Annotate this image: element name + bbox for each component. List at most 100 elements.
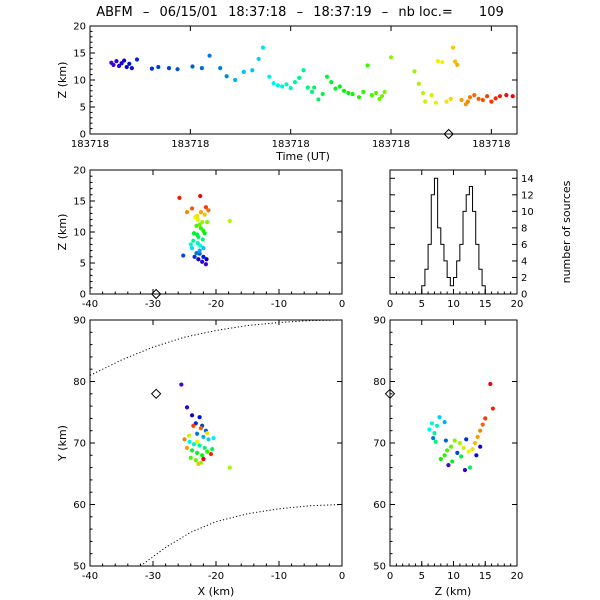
time-height-source-point: [297, 75, 302, 80]
time-height-source-point: [292, 80, 298, 85]
x-y-source-point: [188, 455, 193, 460]
x-z-source-point: [198, 193, 203, 199]
time-height-source-point: [467, 95, 473, 100]
z-y-source-point: [462, 467, 468, 473]
time-height-source-point: [388, 55, 394, 60]
time-height-source-point: [337, 84, 342, 89]
time-height-source-point: [444, 99, 449, 104]
x-y-source-point: [227, 465, 232, 470]
x-z-source-point: [177, 195, 182, 200]
x-y-source-point: [197, 415, 202, 420]
x-y-y-label: Y (km): [56, 425, 69, 462]
time-height-source-point: [497, 94, 503, 99]
x-z-y-tick-label: 20: [73, 166, 86, 177]
time-height-source-point: [346, 90, 351, 96]
x-y-source-point: [186, 433, 192, 438]
x-y-x-tick-label: -30: [145, 571, 161, 582]
x-y-source-point: [195, 450, 200, 455]
x-y-source-point: [202, 445, 207, 451]
x-z-source-point: [200, 219, 205, 225]
z-y-source-point: [470, 447, 475, 452]
time-height-y-tick-label: 15: [73, 49, 86, 60]
time-height-source-point: [423, 99, 428, 104]
z-y-x-tick-label: 0: [387, 571, 393, 582]
x-z-source-point: [192, 254, 197, 259]
x-y-source-point: [195, 439, 200, 444]
x-z-source-point: [203, 262, 209, 267]
x-z-source-point: [181, 253, 186, 258]
time-height-y-tick-label: 0: [80, 130, 86, 141]
x-z-source-point: [198, 210, 203, 215]
z-y-source-point: [437, 415, 442, 420]
time-height-source-point: [288, 86, 293, 91]
time-height-source-point: [480, 97, 485, 103]
x-y-source-point: [191, 442, 197, 447]
time-height-source-point: [241, 69, 246, 74]
time-height-source-point: [267, 74, 272, 79]
z-y-source-point: [478, 428, 483, 433]
x-y-x-tick-label: -20: [208, 571, 224, 582]
time-height-source-point: [175, 67, 180, 72]
x-y-source-point: [205, 449, 210, 454]
z-y-station-marker: [384, 388, 396, 400]
time-height-source-point: [149, 66, 155, 71]
time-height-source-point: [275, 83, 280, 88]
station-markers-layer: [150, 128, 454, 400]
time-height-source-point: [420, 90, 426, 96]
x-z-source-point: [195, 241, 200, 246]
z-y-source-point: [445, 448, 450, 453]
time-height-source-point: [218, 66, 223, 71]
x-y-source-point: [206, 437, 211, 442]
time-height-source-point: [301, 68, 306, 73]
z-y-y-tick-label: 80: [373, 377, 386, 388]
x-y-panel-frame: [89, 319, 343, 567]
time-height-source-point: [207, 53, 212, 58]
z-y-source-point: [464, 437, 469, 442]
time-height-source-point: [324, 74, 330, 79]
x-z-source-point: [201, 246, 206, 251]
x-z-panel-frame: [89, 169, 343, 295]
time-height-source-point: [260, 45, 266, 50]
time-height-source-point: [433, 100, 438, 105]
histogram-y-label: number of sources: [560, 180, 573, 283]
x-z-y-tick-label: 10: [73, 228, 86, 239]
x-z-z-label: Z (km): [56, 214, 69, 251]
time-height-source-point: [465, 99, 470, 104]
x-y-source-point: [184, 445, 190, 451]
x-y-y-tick-label: 60: [73, 500, 86, 511]
z-y-y-tick-label: 90: [373, 316, 386, 327]
time-height-x-tick-label: 183718: [272, 139, 310, 150]
time-height-source-point: [129, 66, 134, 71]
z-y-panel-frame: [389, 319, 518, 567]
x-z-source-point: [197, 248, 202, 253]
x-z-station-marker: [150, 288, 162, 300]
z-y-source-point: [474, 453, 479, 458]
time-height-source-point: [124, 64, 129, 70]
z-y-source-point: [442, 419, 447, 425]
z-y-y-tick-label: 70: [373, 439, 386, 450]
z-y-x-tick-label: 5: [419, 571, 425, 582]
time-height-source-point: [369, 93, 374, 98]
time-height-source-point: [435, 59, 441, 64]
z-y-source-point: [480, 422, 485, 427]
time-height-source-point: [350, 91, 355, 97]
axis-ticks-layer: 183718 183718 183718 183718 18371805101520-4…: [71, 22, 534, 583]
x-z-source-point: [189, 206, 195, 211]
x-y-source-point: [184, 405, 190, 410]
z-y-source-point: [461, 445, 466, 451]
z-y-source-point: [490, 406, 495, 411]
time-height-x-tick-label: 183718: [472, 139, 510, 150]
z-y-source-point: [459, 454, 464, 459]
time-height-source-point: [127, 61, 132, 66]
z-y-source-point: [432, 431, 437, 436]
x-y-source-point: [196, 461, 201, 467]
time-height-source-point: [333, 86, 338, 91]
z-y-source-point: [472, 440, 478, 446]
time-height-y-tick-label: 10: [73, 76, 86, 87]
z-y-y-tick-label: 60: [373, 500, 386, 511]
z-y-source-point: [448, 444, 454, 449]
time-height-source-point: [416, 81, 421, 86]
time-height-source-point: [316, 97, 321, 102]
x-y-y-tick-label: 90: [73, 316, 86, 327]
x-z-source-point: [198, 226, 203, 231]
